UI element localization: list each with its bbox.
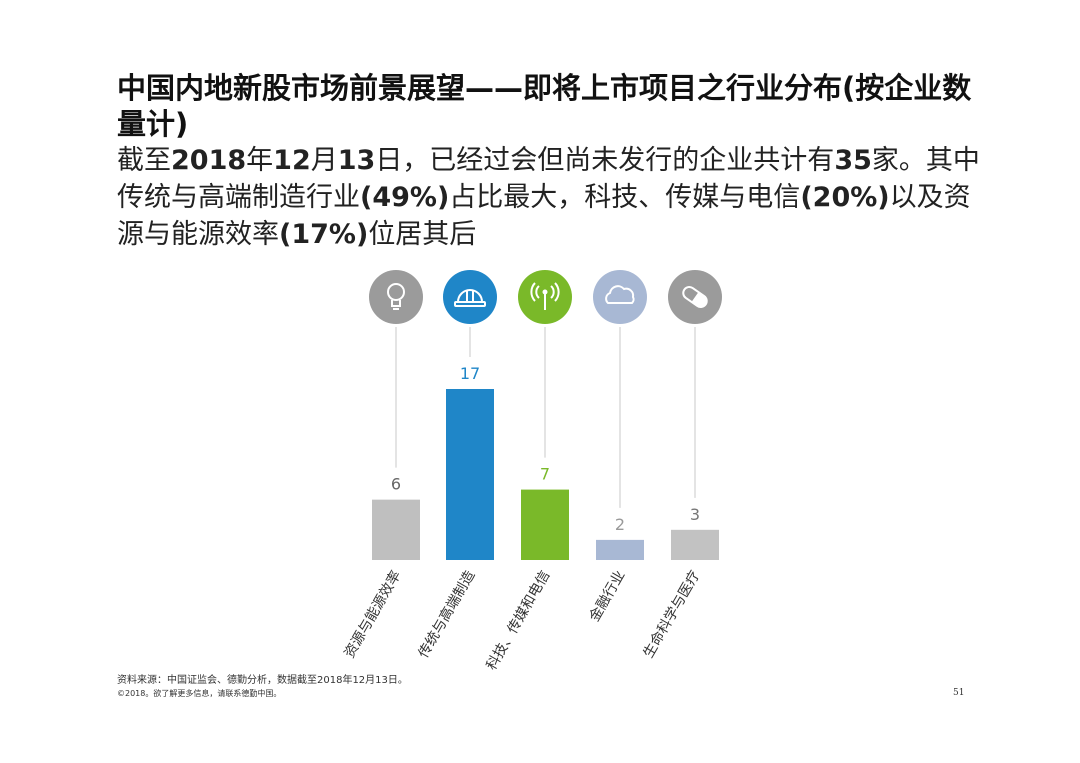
subtitle-text: 日，已经过会但尚未发行的企业共计有: [375, 145, 835, 176]
page-number: 51: [953, 688, 965, 698]
data-label: 17: [460, 364, 480, 383]
bar: [596, 539, 644, 560]
subtitle-text: 月: [310, 145, 338, 176]
data-label: 3: [690, 505, 700, 524]
data-label: 6: [391, 475, 401, 494]
category-label: 传统与高端制造: [415, 568, 479, 661]
source-note: 资料来源：中国证监会、德勤分析，数据截至2018年12月13日。: [117, 675, 408, 686]
data-label: 7: [540, 465, 550, 484]
subtitle-figure: (17%): [279, 219, 369, 250]
hard-hat-icon: [443, 270, 497, 324]
bar: [521, 489, 569, 560]
subtitle-text: 截至: [117, 145, 171, 176]
antenna-icon: [518, 270, 572, 324]
subtitle-text: 家。其中传统与高端制造行业: [117, 145, 980, 213]
subtitle-text: 年: [246, 145, 274, 176]
subtitle-figure: 13: [337, 145, 376, 176]
category-label: 金融行业: [587, 568, 629, 624]
bar-chart: 6 资源与能源效率 17 传统与高端制造 7 科技、传媒和电信 2 金融行业 3 生命科学与医疗: [341, 270, 722, 670]
subtitle-text: 位居其后: [368, 219, 477, 250]
subtitle-text: 以及资源与能源效率: [117, 182, 971, 250]
subtitle-figure: 12: [273, 145, 311, 176]
subtitle-figure: (49%): [360, 182, 450, 213]
subtitle-figure: 2018: [171, 145, 247, 176]
bar: [671, 529, 719, 560]
subtitle-figure: 35: [834, 145, 872, 176]
bar: [446, 389, 494, 560]
page-title: 中国内地新股市场前景展望——即将上市项目之行业分布(按企业数量计): [117, 71, 972, 141]
subtitle-figure: (20%): [800, 182, 890, 213]
category-label: 资源与能源效率: [341, 568, 405, 661]
copyright-note: ©2018。欲了解更多信息，请联系德勤中国。: [117, 689, 282, 698]
lightbulb-icon: [369, 270, 423, 324]
pill-icon: [668, 270, 722, 324]
category-label: 生命科学与医疗: [640, 568, 704, 661]
data-label: 2: [615, 515, 625, 534]
cloud-icon: [593, 270, 647, 324]
category-label: 科技、传媒和电信: [484, 568, 554, 670]
subtitle-text: 占比最大，科技、传媒与电信: [449, 182, 801, 213]
page-subtitle: 截至2018年12月13日，已经过会但尚未发行的企业共计有35家。其中传统与高端…: [117, 142, 997, 253]
bar: [372, 499, 420, 560]
